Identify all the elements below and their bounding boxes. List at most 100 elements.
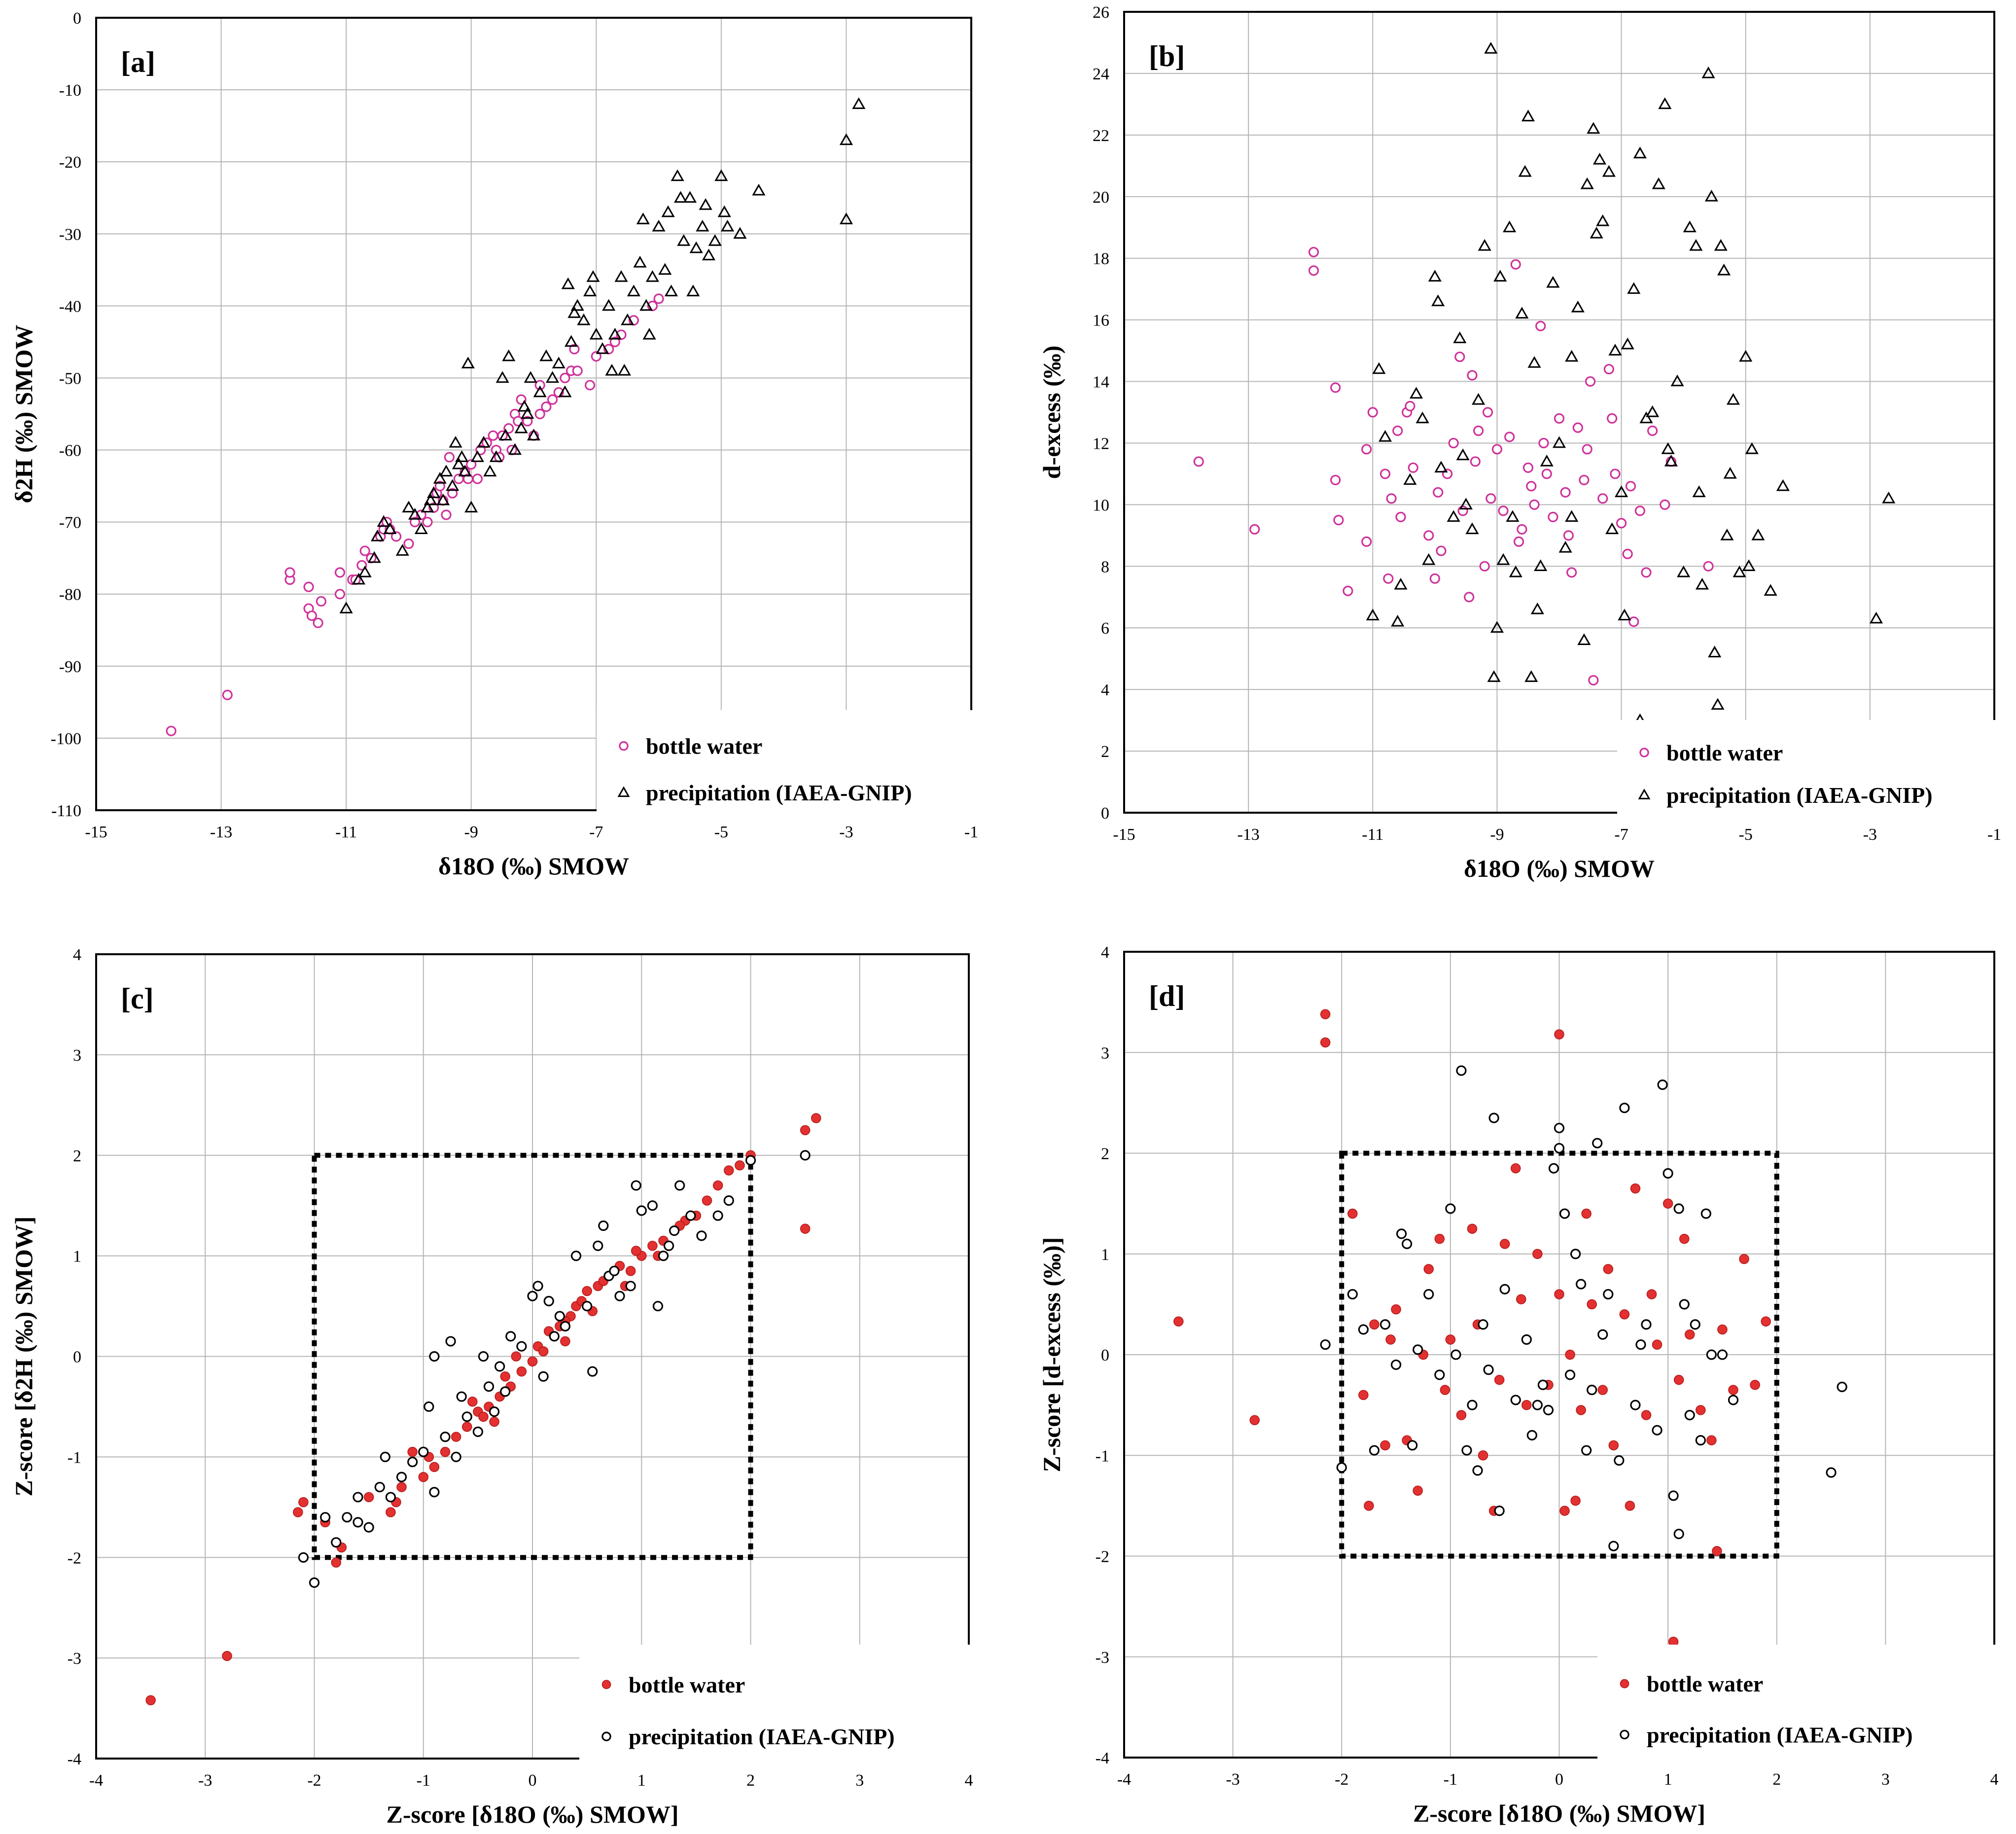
data-point <box>1726 393 1740 405</box>
data-point <box>538 1346 549 1357</box>
data-point <box>1546 276 1560 288</box>
data-point <box>1413 1485 1423 1496</box>
y-tick-label: -4 <box>68 1750 81 1768</box>
data-point <box>1658 97 1672 109</box>
data-point <box>1641 1410 1652 1420</box>
x-tick-label: -7 <box>589 823 603 841</box>
data-point <box>395 544 409 556</box>
y-tick-label: -20 <box>59 153 81 172</box>
x-tick-label: -3 <box>198 1771 212 1790</box>
data-point <box>1566 567 1577 578</box>
data-point <box>1641 1319 1652 1330</box>
data-point <box>222 1651 232 1661</box>
data-point <box>452 457 465 469</box>
data-point <box>1517 524 1527 535</box>
data-point <box>331 1557 341 1568</box>
data-point <box>1379 468 1391 479</box>
data-point <box>1428 270 1442 282</box>
data-point <box>1465 522 1479 535</box>
data-point <box>1717 263 1731 276</box>
legend-marker <box>601 1731 611 1741</box>
y-tick-label: -4 <box>1096 1749 1109 1767</box>
data-point <box>447 488 458 499</box>
y-tick-label: 16 <box>1093 312 1109 330</box>
x-tick-label: 1 <box>1664 1770 1672 1789</box>
data-point <box>1494 1374 1505 1385</box>
data-point <box>1173 1316 1184 1327</box>
data-point <box>483 1381 495 1392</box>
data-point <box>1445 1203 1456 1214</box>
data-point <box>1717 1349 1728 1360</box>
data-point <box>1535 321 1546 331</box>
data-point <box>445 1336 456 1347</box>
data-point <box>402 501 416 513</box>
data-point <box>456 1391 467 1402</box>
legend-label: precipitation (IAEA-GNIP) <box>1666 783 1933 808</box>
x-axis-title: δ18O (‰) SMOW <box>438 852 629 880</box>
data-point <box>586 270 600 282</box>
data-point <box>1657 1079 1668 1090</box>
plot-frame <box>95 17 972 811</box>
data-point <box>1509 565 1522 577</box>
data-point <box>639 299 653 311</box>
y-tick-label: 2 <box>1101 1145 1109 1163</box>
data-point <box>1742 559 1756 572</box>
legend-label: precipitation (IAEA-GNIP) <box>629 1724 895 1749</box>
data-point <box>1685 1329 1695 1340</box>
data-point <box>1664 454 1678 467</box>
data-point <box>527 1291 538 1301</box>
data-point <box>1415 411 1429 424</box>
x-tick-label: -15 <box>85 823 107 841</box>
data-point <box>1621 337 1634 350</box>
data-point <box>1459 498 1473 510</box>
data-point <box>1603 1264 1614 1274</box>
y-axis-title: δ2H (‰) SMOW <box>10 324 37 503</box>
data-point <box>1361 536 1372 547</box>
data-point <box>505 1331 516 1342</box>
legend: bottle water precipitation (IAEA-GNIP) <box>597 710 976 819</box>
data-point <box>647 1200 658 1211</box>
data-point <box>303 581 314 592</box>
data-point <box>1379 1319 1391 1330</box>
data-point <box>461 1411 472 1422</box>
data-point <box>1367 407 1378 418</box>
data-point <box>683 191 697 203</box>
data-point <box>1423 1264 1434 1274</box>
data-point <box>517 399 531 412</box>
data-point <box>1448 437 1459 449</box>
data-point <box>408 508 422 520</box>
data-point <box>1576 1279 1587 1290</box>
data-point <box>1467 370 1478 381</box>
y-tick-label: -2 <box>1096 1548 1109 1566</box>
y-tick-label: -3 <box>1096 1649 1109 1667</box>
data-point <box>1543 1404 1554 1415</box>
data-point <box>1405 400 1415 412</box>
data-point <box>1470 456 1481 467</box>
data-point <box>663 1240 674 1251</box>
data-point <box>1394 577 1408 590</box>
data-point <box>514 421 528 433</box>
data-point <box>585 380 596 391</box>
data-point <box>1608 344 1622 356</box>
y-axis-title: Z-score [d-excess (‰)] <box>1038 1237 1065 1473</box>
legend-label: precipitation (IAEA-GNIP) <box>646 780 912 805</box>
data-point <box>342 1512 353 1523</box>
panel-d: -4 -3 -2 -1 0 1 2 3 4 -4 -3 -2 -1 0 1 2 3 4 Z-score [δ18O … <box>1038 943 1999 1827</box>
data-point <box>1491 444 1503 455</box>
data-point <box>1581 1208 1592 1219</box>
x-tick-label: 1 <box>637 1771 646 1790</box>
data-point <box>1610 468 1621 479</box>
data-point <box>1679 1233 1690 1244</box>
y-tick-label: 20 <box>1093 188 1109 207</box>
x-tick-label: -4 <box>89 1771 103 1790</box>
data-point <box>1596 214 1610 226</box>
data-point <box>1597 493 1608 504</box>
data-point <box>724 1165 734 1176</box>
data-point <box>642 327 656 340</box>
data-point <box>1679 1299 1690 1310</box>
data-point <box>429 1351 440 1362</box>
legend-marker <box>1639 748 1649 757</box>
data-point <box>424 1401 434 1412</box>
data-point <box>605 363 619 376</box>
data-point <box>1585 376 1596 387</box>
